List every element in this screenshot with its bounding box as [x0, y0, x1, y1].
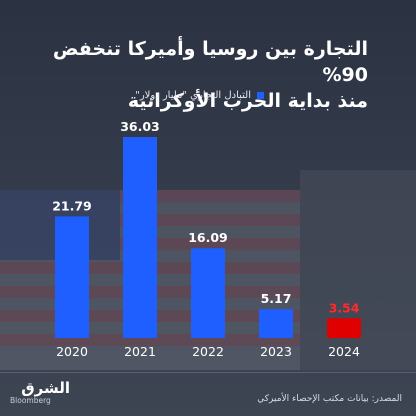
bar-value-label-2024: 3.54 — [329, 300, 360, 315]
bar-2021 — [123, 137, 157, 338]
legend-label: التبادل التجاري "مليار دولار" — [135, 90, 251, 101]
x-tick-label-2023: 2023 — [260, 344, 292, 359]
legend-swatch — [257, 92, 264, 99]
logo-main-text: الشرق — [21, 379, 70, 397]
x-tick-label-2024: 2024 — [328, 344, 360, 359]
bar-2020 — [55, 216, 89, 338]
footer-divider — [0, 372, 416, 373]
bar-value-label-2020: 21.79 — [52, 198, 92, 213]
bar-value-label-2021: 36.03 — [120, 119, 160, 134]
source-note: المصدر: بيانات مكتب الإحصاء الأميركي — [257, 394, 402, 404]
chart-title: التجارة بين روسيا وأميركا تنخفض 90% منذ … — [28, 36, 368, 114]
title-line-1: التجارة بين روسيا وأميركا تنخفض 90% — [52, 38, 368, 86]
logo-sub-text: Bloomberg — [10, 396, 51, 405]
bar-value-label-2022: 16.09 — [188, 230, 228, 245]
legend: التبادل التجاري "مليار دولار" — [135, 90, 264, 101]
footer: الشرق Bloomberg المصدر: بيانات مكتب الإح… — [0, 366, 416, 416]
bar-2022 — [191, 248, 225, 338]
x-tick-label-2020: 2020 — [56, 344, 88, 359]
bar-value-label-2023: 5.17 — [261, 291, 292, 306]
x-tick-label-2022: 2022 — [192, 344, 224, 359]
bar-2023 — [259, 309, 293, 338]
x-tick-label-2021: 2021 — [124, 344, 156, 359]
asharq-bloomberg-logo: الشرق Bloomberg — [10, 380, 70, 406]
title-line-2: منذ بداية الحرب الأوكرانية — [127, 90, 368, 112]
bar-2024 — [327, 318, 361, 338]
